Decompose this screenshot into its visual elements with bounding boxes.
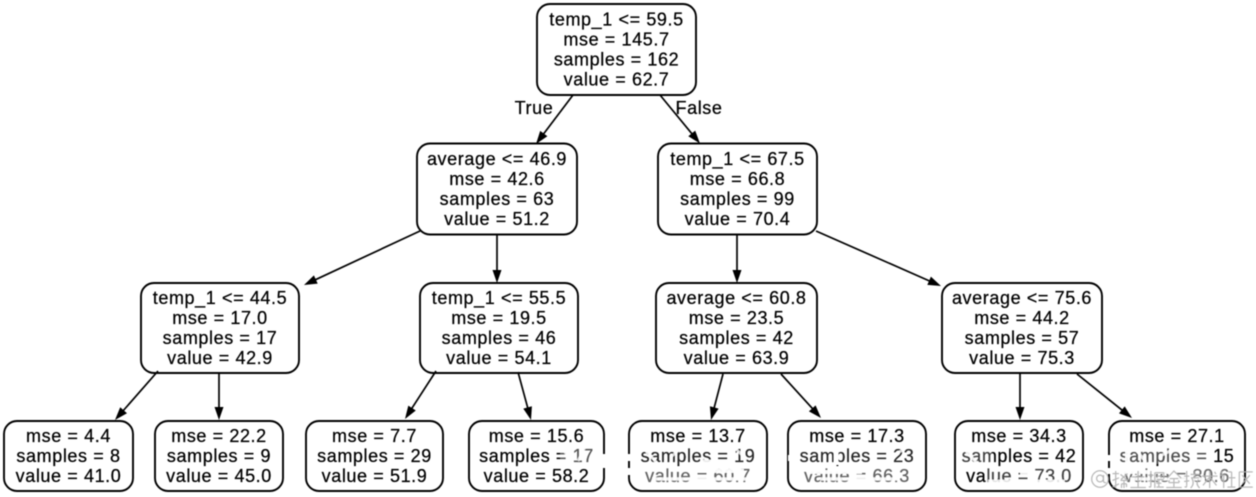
svg-text:samples = 8: samples = 8 (16, 446, 120, 466)
svg-text:samples = 9: samples = 9 (167, 446, 271, 466)
svg-text:samples = 29: samples = 29 (317, 446, 432, 466)
svg-text:mse = 4.4: mse = 4.4 (26, 426, 111, 446)
svg-text:value = 41.0: value = 41.0 (16, 466, 122, 486)
svg-text:mse = 15.6: mse = 15.6 (489, 426, 585, 446)
svg-text:value = 58.2: value = 58.2 (484, 466, 590, 486)
svg-text:mse = 13.7: mse = 13.7 (650, 426, 746, 446)
svg-text:mse = 44.2: mse = 44.2 (974, 308, 1070, 328)
svg-text:value = 75.3: value = 75.3 (969, 348, 1075, 368)
svg-text:samples = 42: samples = 42 (962, 446, 1077, 466)
svg-text:value = 62.7: value = 62.7 (564, 70, 670, 90)
svg-text:mse = 34.3: mse = 34.3 (971, 426, 1067, 446)
svg-text:mse = 22.2: mse = 22.2 (171, 426, 267, 446)
svg-text:True: True (515, 98, 554, 118)
svg-text:samples = 162: samples = 162 (554, 50, 679, 70)
svg-text:mse = 66.8: mse = 66.8 (690, 169, 786, 189)
svg-text:average <= 46.9: average <= 46.9 (427, 149, 567, 169)
svg-text:samples = 23: samples = 23 (800, 446, 915, 466)
svg-text:mse = 42.6: mse = 42.6 (449, 169, 545, 189)
svg-text:samples = 63: samples = 63 (440, 189, 555, 209)
svg-text:average <= 75.6: average <= 75.6 (952, 288, 1092, 308)
svg-text:mse = 23.5: mse = 23.5 (689, 308, 785, 328)
svg-text:mse = 7.7: mse = 7.7 (332, 426, 417, 446)
svg-text:mse = 17.0: mse = 17.0 (172, 308, 268, 328)
svg-text:value = 45.0: value = 45.0 (166, 466, 272, 486)
svg-text:samples = 15: samples = 15 (1120, 446, 1235, 466)
svg-text:temp_1 <= 59.5: temp_1 <= 59.5 (549, 10, 684, 31)
svg-text:temp_1 <= 55.5: temp_1 <= 55.5 (432, 288, 567, 309)
svg-text:samples = 46: samples = 46 (442, 328, 557, 348)
svg-text:samples = 99: samples = 99 (680, 189, 795, 209)
svg-text:value = 54.1: value = 54.1 (446, 348, 552, 368)
svg-text:value = 51.9: value = 51.9 (322, 466, 428, 486)
svg-text:value = 42.9: value = 42.9 (167, 348, 273, 368)
svg-text:samples = 17: samples = 17 (163, 328, 278, 348)
svg-text:temp_1 <= 44.5: temp_1 <= 44.5 (153, 288, 288, 309)
svg-text:value = 63.9: value = 63.9 (684, 348, 790, 368)
svg-text:value = 51.2: value = 51.2 (444, 209, 550, 229)
svg-text:samples = 19: samples = 19 (641, 446, 756, 466)
svg-text:False: False (675, 98, 722, 118)
svg-text:temp_1 <= 67.5: temp_1 <= 67.5 (670, 149, 805, 170)
svg-text:samples = 42: samples = 42 (679, 328, 794, 348)
svg-text:mse = 19.5: mse = 19.5 (451, 308, 547, 328)
svg-text:mse = 27.1: mse = 27.1 (1129, 426, 1225, 446)
svg-text:mse = 145.7: mse = 145.7 (563, 30, 669, 50)
svg-text:mse = 17.3: mse = 17.3 (809, 426, 905, 446)
svg-text:samples = 57: samples = 57 (965, 328, 1080, 348)
svg-text:average <= 60.8: average <= 60.8 (666, 288, 806, 308)
svg-text:value = 70.4: value = 70.4 (685, 209, 791, 229)
